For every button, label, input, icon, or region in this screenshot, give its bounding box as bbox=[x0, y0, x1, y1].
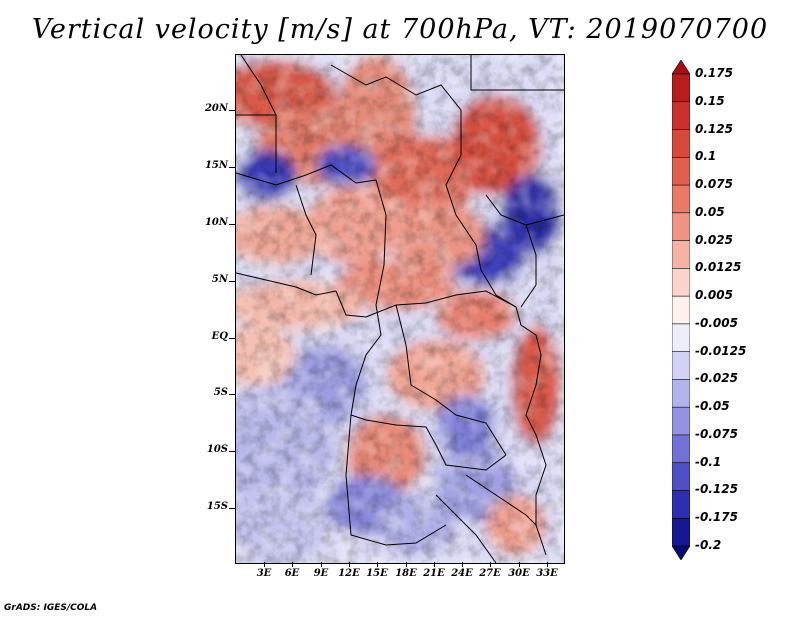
colorbar-segment bbox=[672, 212, 690, 242]
colorbar-label: -0.075 bbox=[695, 426, 738, 441]
lat-label-15n: 15N bbox=[204, 160, 228, 171]
lat-tick bbox=[229, 281, 235, 282]
colorbar-label: 0.025 bbox=[695, 232, 733, 247]
lon-label-24e: 24E bbox=[451, 568, 473, 579]
lon-label-18e: 18E bbox=[395, 568, 417, 579]
texture-white bbox=[236, 55, 564, 563]
colorbar-segment bbox=[672, 351, 690, 381]
lat-label-10n: 10N bbox=[204, 217, 228, 228]
lon-tick bbox=[264, 562, 265, 567]
lat-label-20n: 20N bbox=[204, 103, 228, 114]
lon-label-30e: 30E bbox=[508, 568, 530, 579]
lon-tick bbox=[547, 562, 548, 567]
lat-tick bbox=[229, 338, 235, 339]
lon-label-6e: 6E bbox=[284, 568, 300, 579]
colorbar-label: -0.05 bbox=[695, 399, 730, 414]
lon-tick bbox=[377, 562, 378, 567]
lon-tick bbox=[434, 562, 435, 567]
lon-label-12e: 12E bbox=[338, 568, 360, 579]
colorbar-segment bbox=[672, 268, 690, 297]
country-borders bbox=[236, 55, 564, 563]
colorbar-segment bbox=[672, 156, 690, 186]
colorbar-label: 0.15 bbox=[695, 93, 725, 108]
colorbar-label: -0.0125 bbox=[695, 343, 747, 358]
colorbar-segment bbox=[672, 240, 690, 269]
lon-label-15e: 15E bbox=[366, 568, 388, 579]
map-panel bbox=[235, 54, 565, 564]
vertical-velocity-field bbox=[236, 55, 564, 563]
lon-label-27e: 27E bbox=[479, 568, 501, 579]
lon-tick bbox=[519, 562, 520, 567]
lat-label-10s: 10S bbox=[206, 444, 228, 455]
lat-tick bbox=[229, 167, 235, 168]
colorbar-label: 0.075 bbox=[695, 177, 733, 192]
colorbar-segment bbox=[672, 73, 690, 103]
colorbar-label: 0.05 bbox=[695, 204, 725, 219]
colorbar-segment bbox=[672, 462, 690, 492]
lon-label-9e: 9E bbox=[313, 568, 329, 579]
colorbar-label: 0.175 bbox=[695, 66, 733, 80]
colorbar-segment bbox=[672, 434, 690, 464]
colorbar-label: 0.125 bbox=[695, 121, 733, 136]
colorbar-label: 0.005 bbox=[695, 288, 733, 303]
lon-label-3e: 3E bbox=[256, 568, 272, 579]
colorbar-label: -0.005 bbox=[695, 315, 738, 330]
lon-tick bbox=[321, 562, 322, 567]
lat-label-5s: 5S bbox=[213, 387, 228, 398]
colorbar-segment bbox=[672, 379, 690, 408]
lon-tick bbox=[349, 562, 350, 567]
colorbar-segment bbox=[672, 406, 690, 436]
colorbar-label: -0.125 bbox=[695, 482, 738, 497]
lat-tick bbox=[229, 394, 235, 395]
colorbar-label: 0.1 bbox=[695, 149, 717, 164]
grads-credit: GrADS: IGES/COLA bbox=[4, 603, 98, 613]
lat-label-5n: 5N bbox=[211, 274, 228, 285]
colorbar-segment bbox=[672, 517, 690, 547]
lon-tick bbox=[490, 562, 491, 567]
lon-tick bbox=[292, 562, 293, 567]
colorbar-segment bbox=[672, 323, 690, 353]
colorbar-bar bbox=[672, 60, 690, 560]
lat-label-eq: EQ bbox=[211, 331, 228, 342]
chart-title: Vertical velocity [m/s] at 700hPa, VT: 2… bbox=[31, 14, 769, 45]
colorbar-segment bbox=[672, 545, 690, 560]
lon-label-33e: 33E bbox=[536, 568, 558, 579]
lon-label-21e: 21E bbox=[423, 568, 445, 579]
colorbar-segment bbox=[672, 490, 690, 519]
lat-tick bbox=[229, 451, 235, 452]
lat-label-15s: 15S bbox=[206, 501, 228, 512]
lon-tick bbox=[406, 562, 407, 567]
colorbar-segment bbox=[672, 60, 690, 75]
colorbar-segment bbox=[672, 129, 690, 158]
colorbar-label: -0.025 bbox=[695, 371, 738, 386]
lat-tick bbox=[229, 224, 235, 225]
colorbar-segment bbox=[672, 184, 690, 214]
lat-tick bbox=[229, 110, 235, 111]
colorbar-label: -0.1 bbox=[695, 454, 722, 469]
colorbar-label: -0.175 bbox=[695, 510, 738, 525]
colorbar-label: 0.0125 bbox=[695, 260, 742, 275]
colorbar-segment bbox=[672, 101, 690, 131]
lat-tick bbox=[229, 508, 235, 509]
colorbar-segment bbox=[672, 295, 690, 325]
lon-tick bbox=[462, 562, 463, 567]
colorbar-label: -0.2 bbox=[695, 538, 722, 552]
